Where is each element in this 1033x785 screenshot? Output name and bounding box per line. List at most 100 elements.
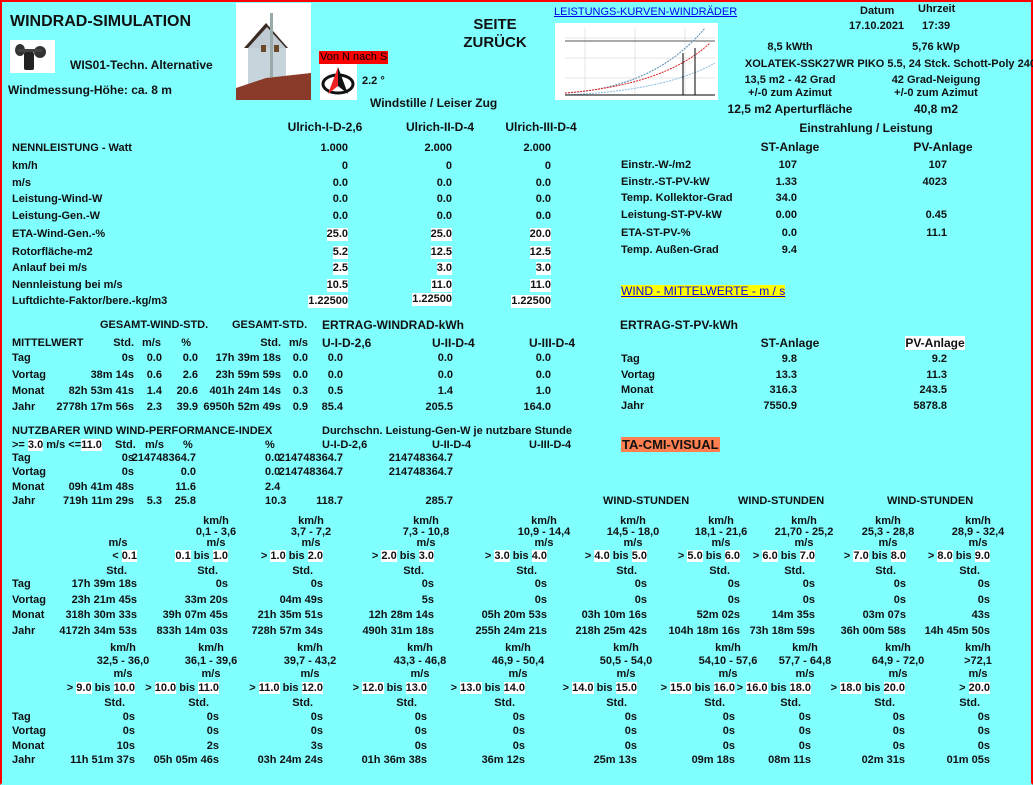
power-curves-link[interactable]: LEISTUNGS-KURVEN-WINDRÄDER [554,6,738,18]
bin-text: bis [868,550,891,562]
bin-threshold[interactable]: 4.0 [531,550,547,562]
wind-hours-value: 0s [414,740,427,752]
bin-threshold[interactable]: 11.0 [258,682,280,694]
row-label: Jahr [12,754,36,766]
bin-threshold[interactable]: 6.0 [724,550,740,562]
wind-hours-value: 0s [215,578,228,590]
bin-threshold[interactable]: 12.0 [301,682,323,694]
bin-text: bis [481,682,504,694]
wind-hours-value: 728h 57m 34s [251,625,323,637]
turbine-value: 3.0 [535,262,551,275]
bin-threshold[interactable]: 5.0 [687,550,703,562]
irradiation-row-label: Leistung-ST-PV-kW [621,209,722,221]
bin-threshold[interactable]: 14.0 [572,682,594,694]
wind-hours-value: 318h 30m 33s [65,609,137,621]
st-value: 1.33 [775,176,797,188]
bin-kmh-label: km/h [297,642,323,654]
bin-kmh-range: 7,3 - 10,8 [402,526,450,538]
st-value: 9.4 [781,244,797,256]
irradiation-row-label: Einstr.-ST-PV-kW [621,176,710,188]
bin-ms-range: > 9.0 bis 10.0 [67,682,135,695]
bin-threshold[interactable]: 15.0 [670,682,692,694]
bin-threshold[interactable]: 11.0 [198,682,219,694]
bin-threshold[interactable]: 0.1 [121,550,137,562]
bin-kmh-label: km/h [531,515,557,527]
bin-unit-label: Std. [396,697,417,709]
bin-threshold[interactable]: 12.0 [362,682,384,694]
bin-threshold[interactable]: 4.0 [594,550,610,562]
bin-kmh-label: km/h [203,515,229,527]
bin-threshold[interactable]: 20.0 [883,682,905,694]
st-value: 0.00 [775,209,797,221]
usable-value: 214748364.7 [388,466,453,478]
usable-value: 719h 11m 29s [63,495,134,507]
bin-threshold[interactable]: 7.0 [799,550,815,562]
bin-threshold[interactable]: 8.0 [890,550,906,562]
bin-threshold[interactable]: 10.0 [113,682,135,694]
bin-threshold[interactable]: 2.0 [381,550,397,562]
bin-threshold[interactable]: 18.0 [789,682,811,694]
st-yield-value: 7550.9 [763,400,797,412]
column-header: Std. [115,439,136,451]
bin-threshold[interactable]: 13.0 [405,682,427,694]
bin-text: > [371,550,382,562]
bin-threshold[interactable]: 15.0 [615,682,637,694]
bin-kmh-range: 46,9 - 50,4 [491,655,545,667]
bin-threshold[interactable]: 16.0 [713,682,735,694]
bin-threshold[interactable]: 10.0 [154,682,177,694]
average-value: 0.0 [535,352,551,364]
bin-threshold[interactable]: 7.0 [853,550,869,562]
bin-threshold[interactable]: 14.0 [503,682,525,694]
bin-threshold[interactable]: 2.0 [307,550,323,562]
bin-threshold[interactable]: 8.0 [937,550,953,562]
bin-unit-label: Std. [780,697,801,709]
column-header: m/s [145,439,164,451]
bin-ms-label: m/s [206,537,226,549]
bin-unit-label: Std. [784,565,805,577]
bin-threshold[interactable]: 0.1 [175,550,191,562]
st-yield-value: 316.3 [769,384,797,396]
wind-hours-value: 02m 31s [861,754,905,766]
bin-threshold[interactable]: 6.0 [762,550,778,562]
bin-text: > [66,682,77,694]
st-value: 0.0 [781,227,797,239]
bin-threshold[interactable]: 1.0 [212,550,228,562]
ta-cmi-visual-link[interactable]: TA-CMI-VISUAL [621,437,720,452]
bin-text: bis [190,550,213,562]
average-value: 0.0 [182,352,198,364]
power-curves-thumbnail[interactable] [555,23,718,100]
bin-threshold[interactable]: 9.0 [76,682,92,694]
bin-ms-range: > 13.0 bis 14.0 [451,682,525,695]
bin-unit-label: Std. [606,697,627,709]
usable-value: 0s [121,466,134,478]
bin-threshold[interactable]: 3.0 [418,550,434,562]
bin-ms-label: m/s [968,668,988,680]
bin-ms-label: m/s [108,537,128,549]
wind-hours-value: 04m 49s [279,594,323,606]
column-header: m/s [142,337,161,349]
bin-kmh-label: km/h [407,642,433,654]
column-header: % [181,337,191,349]
bin-threshold[interactable]: 1.0 [270,550,286,562]
time-value: 17:39 [922,20,951,32]
bin-threshold[interactable]: 3.0 [494,550,510,562]
bin-threshold[interactable]: 16.0 [746,682,768,694]
wind-hours-value: 0s [893,578,906,590]
back-button[interactable]: SEITE ZURÜCK [450,16,540,52]
bin-threshold[interactable]: 20.0 [968,682,990,694]
range-value[interactable]: 3.0 [27,439,44,451]
wind-hours-value: 0s [414,711,427,723]
wind-hours-value: 0s [534,594,547,606]
turbine-value: 0.0 [332,193,348,205]
bin-threshold[interactable]: 9.0 [974,550,990,562]
wind-averages-link[interactable]: WIND - MITTELWERTE - m / s [621,284,786,298]
bin-ms-range: > 3.0 bis 4.0 [485,550,547,563]
range-value[interactable]: 11.0 [81,439,102,451]
wind-hours-value: 05h 20m 53s [481,609,547,621]
bin-threshold[interactable]: 5.0 [631,550,647,562]
turbine-value: 0.0 [535,210,551,222]
range-text: >= [12,439,28,451]
bin-threshold[interactable]: 13.0 [460,682,482,694]
bin-kmh-label: km/h [413,515,439,527]
bin-threshold[interactable]: 18.0 [840,682,862,694]
